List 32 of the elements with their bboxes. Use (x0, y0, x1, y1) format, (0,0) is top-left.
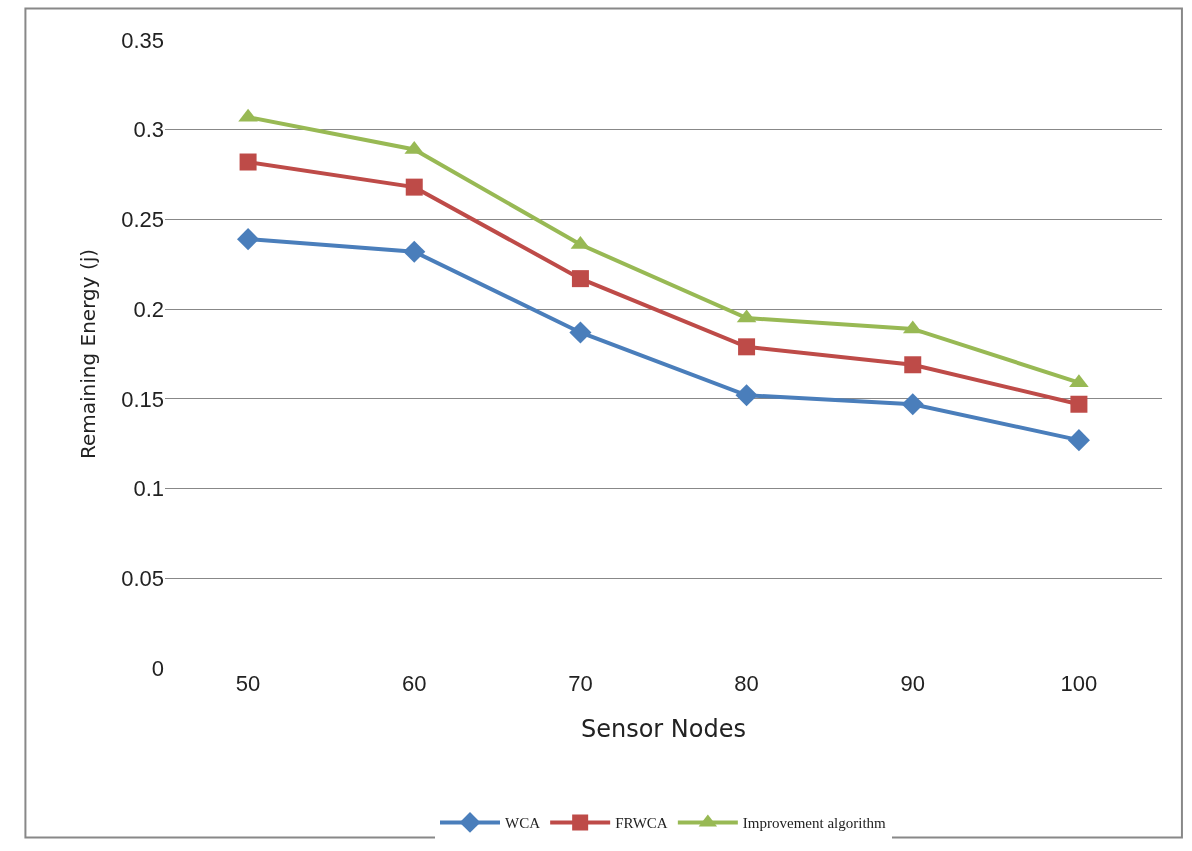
point (735, 384, 758, 407)
y-axis-title: Remaining Energy (j) (75, 248, 100, 460)
y-tick-label: 0.05 (121, 565, 164, 591)
x-tick-label: 80 (734, 671, 759, 696)
point (239, 153, 257, 171)
x-tick-label: 90 (900, 671, 925, 696)
y-tick-label: 0.2 (133, 296, 164, 322)
point (904, 356, 922, 374)
point (571, 270, 589, 288)
point (405, 178, 423, 196)
x-tick-label: 70 (568, 671, 593, 696)
legend-label: FRWCA (615, 815, 668, 832)
y-tick-label: 0.15 (121, 386, 164, 412)
point (238, 108, 258, 122)
point (403, 240, 426, 263)
y-tick-label: 0 (151, 655, 164, 681)
x-tick-label: 50 (235, 671, 261, 696)
y-tick-label: 0.35 (121, 27, 164, 53)
point (1070, 395, 1088, 413)
point (237, 228, 260, 251)
y-tick-label: 0.25 (121, 207, 164, 233)
x-axis-title: Sensor Nodes (580, 715, 747, 744)
point (738, 338, 756, 356)
y-tick-label: 0.3 (133, 117, 164, 143)
x-tick-label: 60 (402, 671, 427, 696)
point (1067, 429, 1090, 452)
legend-label: Improvement algorithm (742, 815, 887, 832)
point (901, 393, 924, 416)
x-tick-label: 100 (1060, 671, 1098, 696)
y-tick-label: 0.1 (133, 476, 164, 502)
legend-label: WCA (505, 815, 541, 832)
point (569, 321, 592, 344)
